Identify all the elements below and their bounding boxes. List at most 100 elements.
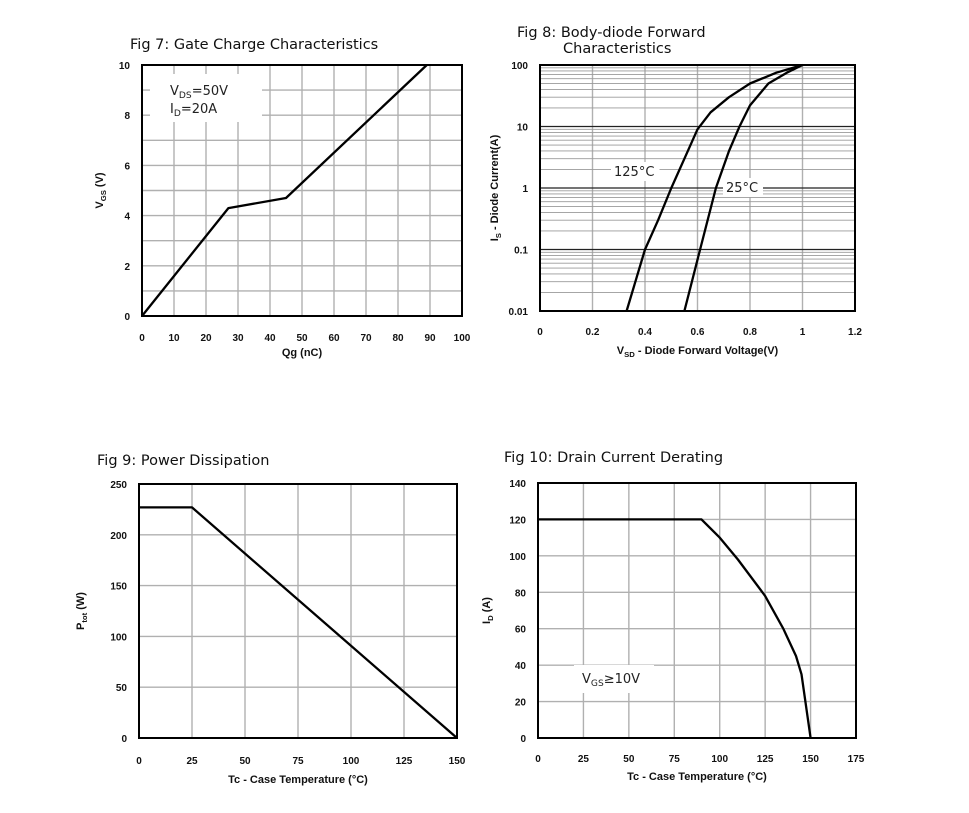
annotation-label-rest: =20A [181,102,217,117]
x-tick-label: 0.4 [638,327,652,338]
x-tick-label: 125 [396,756,413,767]
y-tick-label: 40 [515,661,527,672]
x-tick-label: 25 [186,756,198,767]
y-axis-label: Ptot (W) [75,592,89,630]
x-axis-label: VSD - Diode Forward Voltage(V) [617,345,779,359]
annotation-label-base: I [170,102,174,117]
y-axis-label-base: V [94,201,106,209]
x-axis-label-base: Qg (nC) [282,347,323,359]
x-axis-label-base: Tc - Case Temperature (°C) [627,771,767,783]
series-line-125CC [625,63,803,312]
y-tick-label: 20 [515,698,527,709]
chart-title: Characteristics [563,41,671,57]
annotation-label-rest: =50V [192,84,228,99]
annotation-label: ID=20A [170,102,217,119]
y-tick-label: 1 [522,184,528,195]
chart-title: Fig 9: Power Dissipation [97,453,270,469]
y-tick-label: 6 [124,161,130,172]
x-tick-label: 0.8 [743,327,757,338]
y-axis-label-rest: (W) [75,592,87,613]
fig7-chart: Fig 7: Gate Charge CharacteristicsVDS=50… [94,37,471,359]
y-tick-label: 0.01 [509,307,529,318]
x-tick-label: 150 [449,756,466,767]
annotation-label-base: 125°C [614,165,654,180]
y-tick-label: 8 [124,111,130,122]
y-axis-label-sub: S [494,233,503,238]
x-tick-label: 75 [292,756,304,767]
x-tick-label: 100 [343,756,360,767]
annotation-label: 25°C [726,181,758,196]
chart-title: Fig 8: Body-diode Forward [517,25,706,41]
x-axis-label-base: Tc - Case Temperature (°C) [228,774,368,786]
y-tick-label: 80 [515,588,527,599]
y-tick-label: 150 [110,582,127,593]
annotation-label-bg [611,162,660,181]
y-tick-label: 200 [110,531,127,542]
y-tick-label: 250 [110,480,127,491]
y-axis-label: ID (A) [481,597,495,624]
x-tick-label: 175 [848,754,865,765]
annotation-label-sub: D [174,109,181,119]
annotation-label-sub: GS [591,679,604,689]
x-tick-label: 125 [757,754,774,765]
plot-frame [141,64,463,317]
y-axis-label-sub: GS [99,190,108,201]
x-tick-label: 0.6 [691,327,705,338]
x-axis-label-sub: SD [624,350,635,359]
x-tick-label: 10 [168,333,180,344]
chart-title: Fig 10: Drain Current Derating [504,450,723,466]
x-tick-label: 20 [200,333,212,344]
plot-frame [138,483,458,739]
y-axis-label-base: P [75,623,87,630]
x-axis-label: Tc - Case Temperature (°C) [627,771,767,783]
y-tick-label: 10 [119,61,131,72]
y-tick-label: 60 [515,625,527,636]
y-tick-label: 100 [110,632,127,643]
annotation-label-base: V [170,84,179,99]
y-axis-label-base: I [481,621,493,624]
x-tick-label: 1 [800,327,806,338]
x-axis-label-base: V [617,345,625,357]
annotation-label-base: V [582,672,591,687]
y-axis-label: IS - Diode Current(A) [489,134,503,241]
annotation-label-bg [723,178,763,197]
series-line-0 [141,64,428,317]
plot-frame [537,482,857,739]
x-tick-label: 70 [360,333,372,344]
x-tick-label: 100 [454,333,471,344]
x-tick-label: 25 [578,754,590,765]
y-axis-label-rest: (V) [94,172,106,190]
y-tick-label: 50 [116,683,128,694]
annotation-label-sub: DS [179,91,192,101]
series-line-0 [139,506,458,739]
y-tick-label: 140 [509,479,526,490]
fig10-chart: Fig 10: Drain Current Derating VGS≥10V 0 25… [481,450,865,783]
y-tick-label: 0 [124,312,130,323]
y-axis-label-base: I [489,238,501,241]
y-axis-label-rest: (A) [481,597,493,616]
x-tick-label: 0.2 [586,327,600,338]
annotation-label: VGS≥10V [582,672,640,689]
x-tick-label: 75 [669,754,681,765]
x-tick-label: 60 [328,333,340,344]
annotation-box [150,74,262,122]
y-tick-label: 100 [509,552,526,563]
series-line-0 [538,518,812,739]
series-line-25CC [683,63,804,312]
y-tick-label: 10 [517,123,529,134]
x-tick-label: 30 [232,333,244,344]
x-tick-label: 50 [239,756,251,767]
grid [538,483,856,738]
fig9-chart: Fig 9: Power Dissipation 0 25 50 75 100 125 150… [75,453,466,786]
plot-frame [539,64,856,312]
x-tick-label: 0 [535,754,541,765]
x-axis-label-rest: - Diode Forward Voltage(V) [635,345,779,357]
x-tick-label: 1.2 [848,327,862,338]
annotation-box [574,665,654,693]
y-tick-label: 2 [124,262,130,273]
grid [540,65,855,311]
y-tick-label: 4 [124,212,130,223]
y-axis-label-sub: tot [80,612,89,622]
x-tick-label: 0 [139,333,145,344]
x-tick-label: 40 [264,333,276,344]
